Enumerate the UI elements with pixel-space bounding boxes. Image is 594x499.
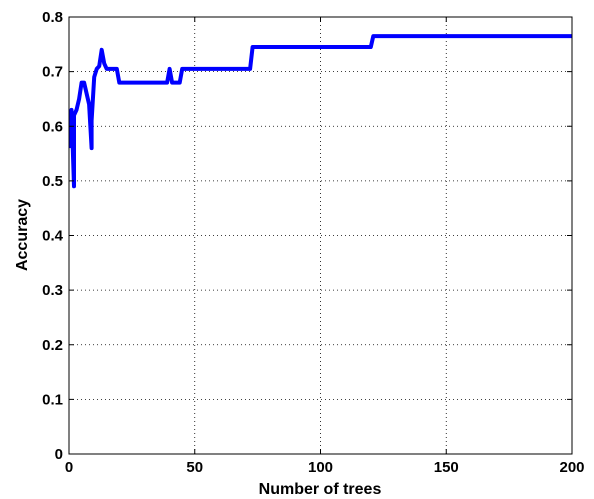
y-tick-label: 0.6 [42,118,63,135]
x-tick-label: 100 [308,459,333,476]
y-tick-label: 0.3 [42,282,63,299]
y-tick-label: 0 [55,446,63,463]
y-tick-label: 0.8 [42,9,63,26]
x-axis-title: Number of trees [259,481,382,498]
grid-lines [69,17,572,454]
x-tick-label: 150 [434,459,459,476]
y-axis-title: Accuracy [14,199,31,271]
x-tick-label: 200 [559,459,584,476]
series-layer [69,34,572,189]
accuracy-line [69,34,572,189]
y-tick-label: 0.5 [42,173,63,190]
y-tick-labels: 0 0.1 0.2 0.3 0.4 0.5 0.6 0.7 0.8 [42,9,64,463]
y-tick-label: 0.1 [42,391,63,408]
x-tick-label: 50 [186,459,203,476]
tick-marks [68,16,573,455]
y-tick-label: 0.4 [42,228,64,245]
x-tick-labels: 0 50 100 150 200 [65,459,585,476]
y-tick-label: 0.2 [42,337,63,354]
y-tick-label: 0.7 [42,64,63,81]
x-tick-label: 0 [65,459,73,476]
